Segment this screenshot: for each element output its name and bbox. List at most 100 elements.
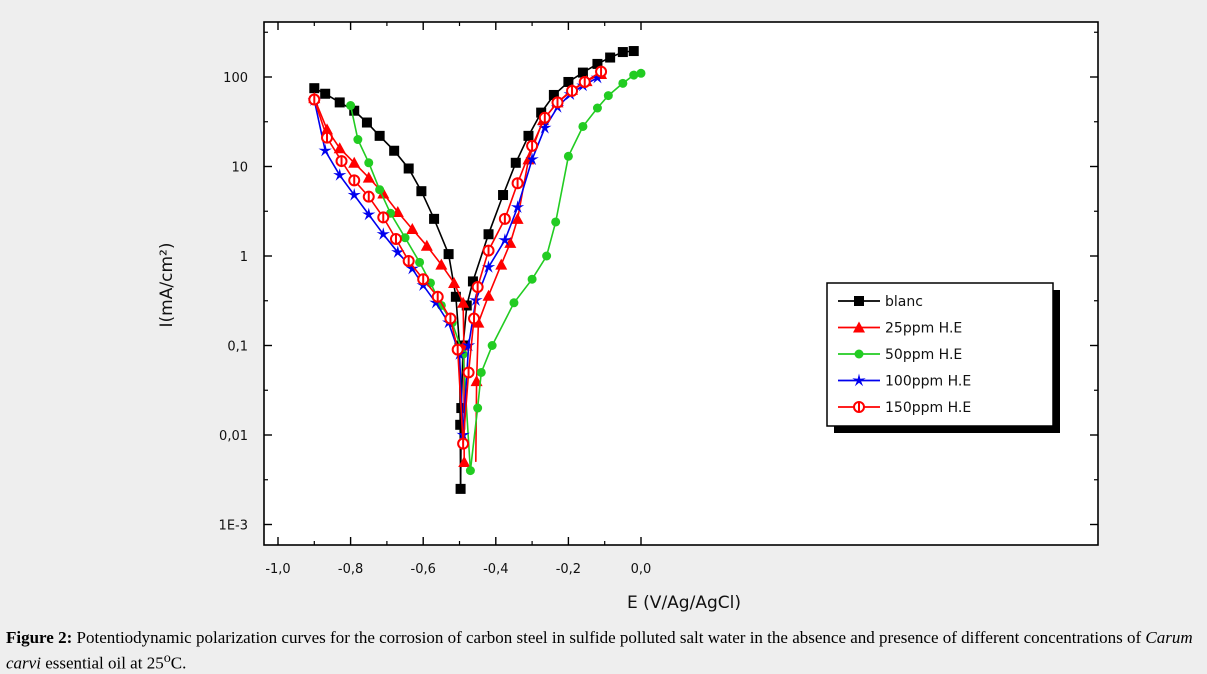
series-1-anodic-point-3 — [482, 289, 495, 301]
series-2-cathodic-point-1 — [353, 135, 363, 145]
series-0-cathodic-point-8 — [416, 186, 427, 197]
x-tick-label-0: -1,0 — [265, 562, 290, 577]
series-1-anodic-point-6 — [511, 212, 524, 224]
series-0-cathodic-point-10 — [443, 249, 454, 260]
series-0-anodic-point-9 — [536, 107, 547, 118]
y-tick-label-0: 1E-3 — [219, 519, 248, 534]
legend-marker-2 — [854, 349, 864, 359]
series-2-cathodic-point-5 — [400, 233, 410, 243]
series-3-anodic-point-5 — [510, 200, 525, 213]
x-tick-label-5: 0,0 — [631, 562, 652, 577]
series-3-cathodic-point-4 — [362, 207, 376, 221]
caption-text-3: C. — [170, 653, 187, 673]
x-tick-label-4: -0,2 — [556, 562, 581, 577]
series-0-anodic-point-5 — [483, 229, 494, 240]
series-0-anodic-point-13 — [592, 58, 603, 69]
series-0-anodic-point-4 — [467, 276, 478, 287]
legend-label-4: 150ppm H.E — [885, 400, 971, 416]
series-1-cathodic-point-4 — [362, 171, 375, 183]
x-tick-label-1: -0,8 — [338, 562, 363, 577]
series-0-anodic-point-6 — [498, 190, 509, 201]
series-0-cathodic-point-0 — [309, 83, 320, 94]
series-2-anodic-point-11 — [603, 91, 613, 101]
series-0-cathodic-point-13 — [455, 419, 466, 430]
series-0-anodic-point-12 — [577, 67, 588, 78]
series-0-anodic-point-7 — [510, 157, 521, 168]
series-0-cathodic-point-3 — [349, 105, 360, 116]
series-0-cathodic-point-2 — [334, 97, 345, 108]
series-0-anodic-point-11 — [563, 76, 574, 87]
series-3-anodic-point-6 — [525, 152, 539, 166]
series-2-anodic-point-4 — [509, 298, 519, 308]
series-0-cathodic-point-11 — [450, 291, 461, 302]
legend-marker-0 — [854, 296, 864, 306]
series-2-anodic-point-9 — [578, 121, 588, 131]
caption-label: Figure 2: — [6, 628, 73, 647]
series-3-cathodic-point-3 — [347, 188, 361, 201]
series-2-cathodic-point-3 — [375, 185, 385, 195]
y-axis-title: I(mA/cm²) — [157, 243, 177, 328]
series-0-cathodic-point-7 — [403, 163, 414, 174]
series-2-anodic-point-1 — [473, 403, 483, 413]
series-1-cathodic-point-3 — [348, 156, 361, 168]
series-3-anodic-point-7 — [538, 120, 552, 134]
series-2-anodic-point-12 — [618, 78, 628, 88]
legend-marker-1 — [853, 321, 865, 333]
series-2-anodic-point-7 — [551, 217, 561, 227]
caption-text-2: essential oil at 25 — [40, 653, 164, 673]
series-3-anodic-point-3 — [481, 260, 496, 273]
series-1-anodic-point-5 — [504, 236, 517, 248]
series-2-anodic-point-13 — [629, 70, 639, 80]
caption-italic: Carum carvi — [6, 628, 1193, 673]
series-0-cathodic-point-6 — [389, 145, 400, 156]
x-tick-label-2: -0,6 — [411, 562, 436, 577]
caption-text-1: Potentiodynamic polarization curves for … — [72, 628, 1146, 647]
series-2-cathodic-point-11 — [465, 466, 475, 476]
caption-superscript: o — [163, 650, 171, 666]
series-1-cathodic-point-8 — [420, 239, 433, 251]
series-1-cathodic-point-10 — [448, 276, 461, 288]
figure-caption: Figure 2: Potentiodynamic polarization c… — [6, 628, 1201, 674]
series-0-anodic-point-16 — [628, 46, 639, 57]
legend-label-0: blanc — [885, 294, 923, 310]
series-3-cathodic-point-7 — [405, 261, 419, 275]
series-3-cathodic-point-2 — [333, 168, 347, 181]
series-1-cathodic-point-2 — [333, 142, 346, 154]
series-0-cathodic-point-5 — [374, 130, 385, 141]
series-3-anodic-point-4 — [498, 233, 512, 246]
series-0-cathodic-point-4 — [361, 117, 372, 128]
series-2-anodic-point-5 — [527, 274, 537, 284]
series-1-anodic-point-4 — [495, 258, 508, 270]
series-2-cathodic-point-6 — [415, 257, 425, 267]
series-1-cathodic-point-7 — [406, 223, 419, 235]
series-2-anodic-point-3 — [487, 341, 497, 350]
series-2-anodic-point-2 — [476, 367, 486, 377]
series-0-anodic-point-10 — [548, 89, 559, 100]
series-4 — [308, 65, 608, 450]
y-tick-label-2: 0,1 — [227, 340, 248, 355]
series-3-cathodic-point-6 — [391, 245, 405, 258]
series-3-anodic-point-11 — [590, 70, 605, 84]
series-1-cathodic-point-1 — [321, 123, 334, 135]
y-tick-label-3: 1 — [240, 250, 248, 265]
y-tick-label-1: 0,01 — [219, 429, 248, 444]
series-0-cathodic-point-9 — [429, 213, 440, 224]
y-tick-label-4: 10 — [231, 161, 248, 176]
series-1-cathodic-point-9 — [435, 258, 448, 270]
series-2-cathodic-point-0 — [346, 101, 356, 111]
series-2-anodic-point-8 — [563, 151, 573, 161]
polarization-chart: -1,0 -0,8 -0,6 -0,4 -0,2 0,0 1E-3 0,01 0,1 1 10 100… — [157, 21, 1099, 613]
series-1-cathodic-point-11 — [457, 296, 470, 308]
series-0 — [309, 46, 639, 494]
series-2-anodic-point-6 — [542, 251, 552, 261]
x-tick-label-3: -0,4 — [483, 562, 508, 577]
chart-area: -1,0 -0,8 -0,6 -0,4 -0,2 0,0 1E-3 0,01 0,1 1 10 100… — [157, 21, 1099, 613]
series-2-cathodic-point-2 — [364, 158, 374, 168]
series-0-anodic-point-8 — [523, 130, 534, 141]
series-0-anodic-point-15 — [617, 47, 628, 58]
series-3-cathodic-point-5 — [376, 227, 390, 240]
series-1-cathodic-point-13 — [458, 455, 471, 467]
series-2 — [346, 68, 646, 476]
legend-marker-3 — [852, 373, 866, 387]
series-0-anodic-point-14 — [605, 52, 616, 63]
